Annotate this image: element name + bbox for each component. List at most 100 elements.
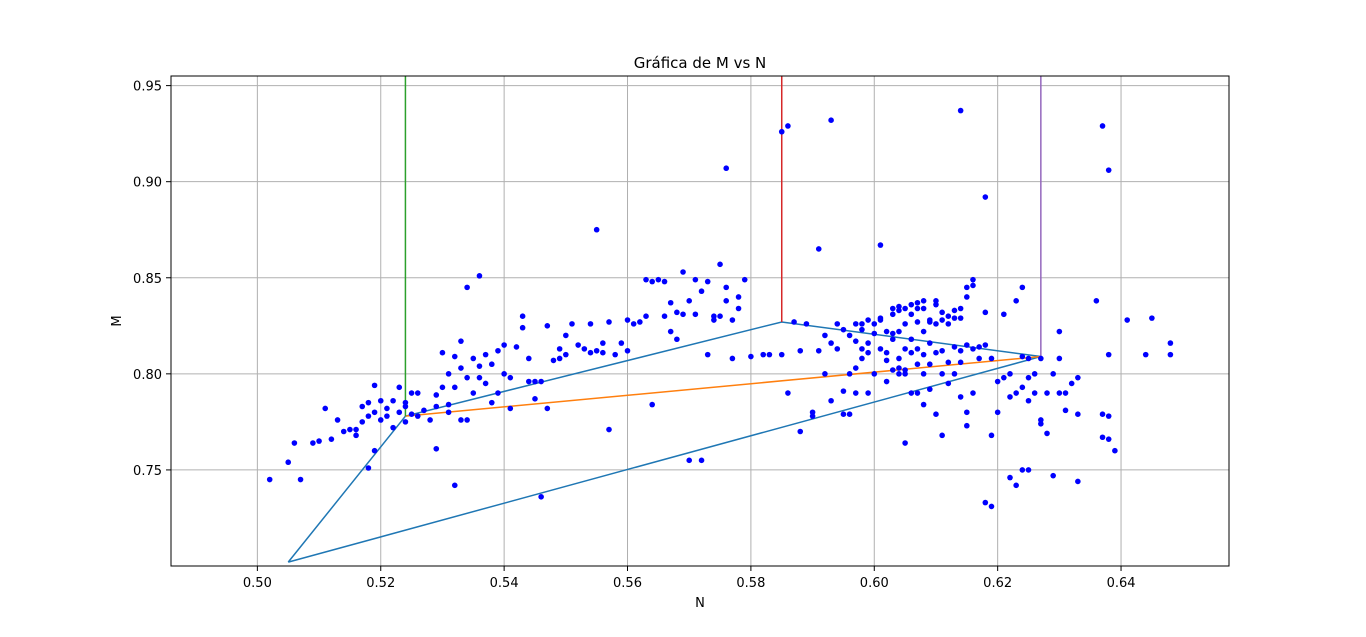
data-point [433, 445, 440, 452]
data-point [908, 301, 915, 308]
data-point [624, 317, 631, 323]
data-point [643, 276, 649, 283]
data-point [371, 447, 378, 454]
data-point [353, 426, 359, 433]
data-point [945, 359, 952, 366]
data-point [550, 357, 557, 364]
data-point [488, 361, 495, 368]
data-point [778, 351, 785, 358]
data-point [852, 365, 859, 371]
data-point [593, 226, 600, 233]
x-axis-label: N [695, 596, 705, 611]
x-tick-label: 0.64 [1107, 576, 1136, 591]
data-point [902, 440, 908, 446]
data-point [667, 299, 674, 306]
data-point [587, 349, 594, 356]
data-point [896, 307, 902, 314]
orange-line-series [405, 355, 1041, 417]
x-tick-label: 0.52 [366, 576, 395, 591]
data-point [865, 349, 871, 356]
data-point [933, 298, 939, 304]
data-point [396, 384, 403, 391]
data-point [445, 401, 452, 408]
data-point [735, 294, 742, 300]
data-point [1056, 355, 1063, 362]
data-point [970, 390, 976, 396]
y-tick-label: 0.75 [133, 464, 162, 479]
data-point [852, 338, 859, 344]
data-point [908, 336, 915, 343]
data-point [822, 371, 828, 377]
data-point [464, 284, 470, 291]
data-point [791, 319, 797, 325]
data-point [544, 405, 551, 412]
data-point [377, 397, 384, 404]
y-axis-label: M [110, 315, 125, 326]
x-tick-label: 0.62 [983, 576, 1012, 591]
data-point [871, 321, 878, 327]
data-point [606, 426, 612, 433]
chart-title: Gráfica de M vs N [634, 54, 767, 72]
data-point [1038, 417, 1044, 423]
data-point [371, 409, 378, 416]
data-point [402, 399, 409, 406]
data-point [951, 307, 958, 314]
data-point [637, 319, 643, 325]
data-point [556, 355, 563, 362]
data-point [902, 305, 908, 312]
data-point [1167, 340, 1174, 346]
data-point [889, 367, 896, 373]
data-point [587, 321, 594, 327]
data-point [1105, 167, 1112, 173]
data-point [439, 384, 446, 391]
data-point [896, 328, 902, 335]
data-point [1001, 374, 1007, 381]
data-point [1013, 390, 1019, 396]
data-point [667, 328, 674, 335]
data-point [507, 405, 514, 412]
data-point [976, 344, 982, 350]
data-point [340, 428, 347, 435]
data-point [1025, 397, 1032, 404]
data-point [310, 440, 316, 446]
data-point [495, 347, 501, 354]
data-point [1044, 430, 1050, 437]
data-point [933, 349, 939, 356]
data-point [1105, 436, 1112, 442]
data-point [939, 432, 945, 439]
data-point [902, 346, 908, 352]
data-point [686, 298, 693, 304]
data-point [889, 330, 896, 337]
data-point [828, 397, 834, 404]
data-point [501, 342, 507, 348]
data-point [674, 336, 680, 343]
data-point [735, 305, 742, 312]
data-point [1025, 374, 1032, 381]
data-point [1025, 355, 1032, 362]
data-point [291, 440, 298, 446]
data-point [729, 355, 736, 362]
data-point [322, 405, 329, 412]
data-point [859, 321, 865, 327]
data-point [846, 332, 853, 339]
y-tick-label: 0.80 [133, 368, 162, 383]
data-point [569, 321, 575, 327]
data-point [778, 128, 785, 135]
data-point [1099, 434, 1106, 441]
data-point [994, 409, 1001, 416]
data-point [451, 482, 458, 489]
data-point [711, 313, 717, 319]
data-point [914, 299, 921, 306]
data-point [532, 378, 538, 385]
data-point [914, 319, 921, 325]
data-point [359, 419, 366, 425]
data-point [433, 392, 440, 398]
data-point [723, 165, 730, 172]
x-tick-label: 0.54 [490, 576, 519, 591]
data-point [408, 411, 415, 417]
data-point [1099, 123, 1106, 129]
data-point [815, 347, 822, 354]
data-point [1056, 328, 1063, 335]
data-point [933, 411, 939, 417]
